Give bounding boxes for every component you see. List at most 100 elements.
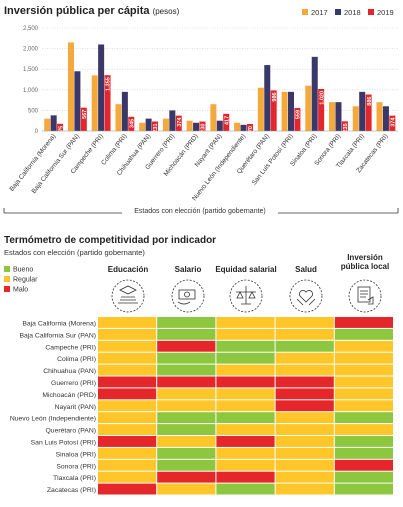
row-label: Guerrero (PRI) bbox=[51, 380, 96, 387]
icons bbox=[111, 279, 382, 313]
chart-title: Inversión pública per cápita (pesos) bbox=[4, 5, 180, 17]
heat-cell bbox=[98, 317, 157, 328]
y-tick-label: 1,500 bbox=[23, 67, 39, 73]
legend-swatch bbox=[335, 9, 341, 15]
x-tick-label: Baja California (Morena) bbox=[9, 133, 58, 193]
heat-cell bbox=[216, 436, 275, 447]
heat-cell bbox=[216, 317, 275, 328]
bar bbox=[80, 107, 87, 131]
bar bbox=[44, 118, 51, 131]
y-tick-label: 500 bbox=[28, 108, 39, 114]
bar bbox=[199, 121, 206, 131]
bar bbox=[216, 120, 223, 131]
bar bbox=[240, 124, 247, 131]
heat-cell bbox=[216, 352, 275, 364]
bar bbox=[359, 91, 366, 131]
heat-cell bbox=[216, 388, 275, 400]
bar bbox=[193, 122, 200, 131]
bar bbox=[152, 121, 159, 131]
heat-cell bbox=[98, 436, 157, 447]
bar bbox=[389, 115, 396, 131]
heat-cell bbox=[275, 364, 334, 376]
heat-cell bbox=[157, 328, 216, 340]
bar bbox=[223, 113, 230, 131]
legend-label: 2019 bbox=[377, 8, 394, 17]
bar bbox=[50, 115, 57, 131]
bar bbox=[318, 88, 325, 131]
row-label: Zacatecas (PRI) bbox=[47, 487, 96, 494]
y-tick-label: 0 bbox=[35, 129, 39, 135]
heat-cell bbox=[275, 471, 334, 483]
data-label: 1,020 bbox=[319, 91, 325, 105]
heat-cell bbox=[98, 459, 157, 471]
legend-label: 2017 bbox=[311, 8, 328, 17]
row-label: Sonora (PRI) bbox=[56, 463, 96, 470]
heat-cell bbox=[275, 447, 334, 459]
bar bbox=[335, 102, 342, 131]
bar bbox=[67, 42, 74, 131]
heat-cell bbox=[216, 340, 275, 352]
title-text: Inversión pública per cápita bbox=[4, 5, 150, 17]
heat-cell bbox=[216, 376, 275, 388]
bar bbox=[210, 104, 217, 131]
bar bbox=[287, 91, 295, 131]
bar bbox=[186, 120, 193, 131]
legend-label: Malo bbox=[13, 287, 28, 294]
heat-cell bbox=[334, 447, 393, 459]
heat-cell bbox=[157, 400, 216, 412]
bar bbox=[376, 102, 383, 131]
data-label: 886 bbox=[367, 96, 373, 105]
heat-cell bbox=[334, 459, 393, 471]
bar bbox=[115, 104, 122, 131]
heat-cell bbox=[334, 424, 393, 435]
legend-label: Regular bbox=[13, 277, 38, 284]
heat-cell bbox=[275, 459, 334, 471]
y-tick-label: 2,500 bbox=[23, 26, 39, 32]
row-label: Baja California Sur (PAN) bbox=[19, 332, 96, 339]
row-label: Querétaro (PAN) bbox=[46, 428, 97, 435]
bar bbox=[341, 121, 348, 131]
bar bbox=[329, 102, 336, 131]
bar bbox=[128, 116, 135, 131]
heat-cell bbox=[275, 436, 334, 447]
thermo-title: Termómetro de competitividad por indicad… bbox=[4, 235, 216, 246]
data-label: 170 bbox=[248, 126, 254, 135]
heat-cell bbox=[334, 471, 393, 483]
legend-swatch bbox=[4, 266, 10, 272]
heat-cell bbox=[98, 471, 157, 483]
heat-cell bbox=[334, 328, 393, 340]
data-label: 417 bbox=[224, 116, 230, 125]
heat-cell bbox=[98, 447, 157, 459]
heat-cell bbox=[157, 317, 216, 328]
bar bbox=[305, 85, 312, 131]
row-label: Michoacán (PRD) bbox=[42, 392, 96, 399]
heat-cell bbox=[216, 412, 275, 424]
heat-cell bbox=[334, 317, 393, 328]
column-header: Inversión pública local bbox=[340, 253, 390, 271]
bar bbox=[281, 91, 288, 131]
data-label: 1,355 bbox=[106, 77, 112, 91]
column-header: Equidad salarial bbox=[215, 265, 277, 274]
heat-cell bbox=[334, 388, 393, 400]
heat-cell bbox=[275, 483, 334, 495]
bracket bbox=[3, 208, 399, 214]
row-label: Baja California (Morena) bbox=[22, 320, 96, 327]
heat-cell bbox=[334, 436, 393, 447]
data-label: 374 bbox=[391, 117, 397, 127]
heat-cell bbox=[334, 340, 393, 352]
data-label: 374 bbox=[177, 117, 183, 127]
row-label: Sinaloa (PRI) bbox=[56, 451, 96, 458]
data-label: 559 bbox=[296, 110, 302, 119]
heat-cell bbox=[275, 376, 334, 388]
legend-swatch bbox=[4, 276, 10, 282]
subtitle-text: (pesos) bbox=[153, 7, 180, 16]
column-header: Salario bbox=[174, 265, 202, 274]
bar bbox=[234, 122, 241, 131]
x-tick-label: Baja California Sur (PAN) bbox=[31, 133, 82, 195]
heat-cell bbox=[334, 412, 393, 424]
bar bbox=[139, 122, 146, 131]
bar bbox=[91, 75, 98, 131]
heat-cell bbox=[275, 352, 334, 364]
data-label: 235 bbox=[343, 123, 349, 132]
bar bbox=[104, 75, 111, 131]
